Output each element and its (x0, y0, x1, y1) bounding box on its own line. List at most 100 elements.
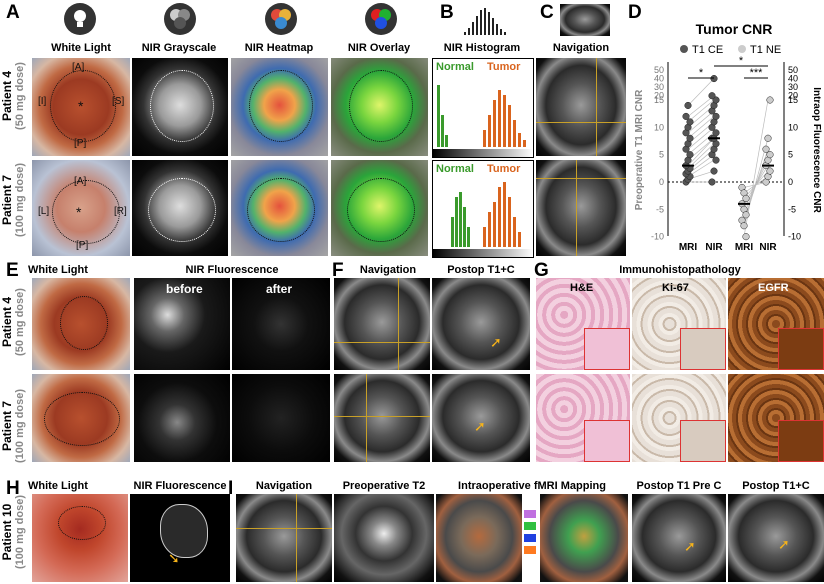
data-point (766, 167, 774, 175)
pair-line (687, 110, 715, 134)
data-point (682, 112, 690, 120)
zoom-inset (778, 328, 824, 370)
f-navigation-p7 (334, 374, 430, 462)
histogram-normal-label: Normal (436, 163, 474, 175)
histogram-p7: Normal Tumor (432, 160, 534, 258)
xcat-3: NIR (759, 242, 777, 253)
crosshair-vertical (576, 160, 577, 256)
tumor-outline (148, 178, 216, 242)
label-after: after (266, 282, 293, 296)
histogram-tumor-label: Tumor (487, 163, 521, 175)
sig-label-3: *** (750, 67, 764, 79)
ytick-right: 5 (788, 150, 793, 160)
tumor-outline (247, 178, 315, 242)
ytick-left: 0 (659, 177, 664, 187)
stain-label-he: H&E (570, 282, 594, 294)
ytick-left: 15 (654, 95, 664, 105)
header-i-navigation: Navigation (255, 480, 313, 492)
pair-line (687, 143, 715, 169)
ytick-right: 50 (788, 65, 798, 75)
row-label-patient7-e: Patient 7 (100 mg dose) (0, 376, 32, 476)
zoom-inset (778, 420, 824, 462)
nir-overlay-icon (365, 3, 397, 35)
arrow-icon: ➚ (684, 538, 696, 554)
navigation-mri-p7 (536, 160, 626, 256)
e-nir-before-p7 (134, 374, 230, 462)
nir-grayscale-image-p7 (132, 160, 228, 256)
ylabel-left: Preoperative T1 MRI CNR (634, 89, 645, 210)
panel-letter-h: H (6, 478, 20, 499)
patient4-name: Patient 4 (0, 297, 14, 348)
header-nir-heatmap: NIR Heatmap (244, 42, 314, 54)
patient7-dose: (100 mg dose) (14, 163, 26, 237)
data-point (766, 96, 774, 104)
nir-overlay-image-p7 (331, 160, 428, 256)
crosshair-vertical (366, 374, 367, 462)
histogram-bars-p7 (451, 182, 521, 247)
data-point (712, 112, 720, 120)
panel-letter-e: E (6, 260, 19, 281)
header-i-fmri: Intraoperative fMRI Mapping (458, 480, 606, 492)
nir-grayscale-image-p4 (132, 58, 228, 156)
histogram-normal-label: Normal (436, 61, 474, 73)
white-light-icon (64, 3, 96, 35)
ytick-right: -10 (788, 232, 801, 242)
annotation-anterior: [A] (72, 62, 85, 73)
i-fmri-b-p10 (540, 494, 628, 582)
e-white-light-p7 (32, 374, 130, 462)
header-f-postop: Postop T1+C (447, 264, 515, 276)
row-label-patient10: Patient 10 (100 mg dose) (0, 482, 32, 582)
legend-ce-label: T1 CE (692, 44, 723, 56)
ytick-left: 20 (654, 91, 664, 101)
ytick-right: 0 (788, 177, 793, 187)
f-navigation-p4 (334, 278, 430, 370)
crosshair-horizontal (536, 178, 626, 179)
header-i-preop-t2: Preoperative T2 (342, 480, 426, 492)
header-navigation: Navigation (552, 42, 610, 54)
sig-label-2: * (739, 55, 744, 67)
ytick-left: 5 (659, 150, 664, 160)
ytick-left: -10 (651, 232, 664, 242)
pair-line (687, 95, 715, 117)
patient4-dose: (50 mg dose) (14, 288, 26, 356)
annotation-posterior: [P] (74, 138, 87, 149)
tumor-outline (349, 70, 413, 142)
patient7-name: Patient 7 (0, 401, 14, 452)
tumor-outline (249, 70, 313, 142)
arrow-icon: ➘ (168, 550, 180, 566)
row-label-patient7-a: Patient 7 (100 mg dose) (0, 150, 32, 250)
zoom-inset (584, 420, 630, 462)
tumor-outline (160, 504, 208, 558)
header-f-navigation: Navigation (359, 264, 417, 276)
chart-title: Tumor CNR (696, 21, 773, 37)
tumor-outline (52, 180, 120, 244)
e-nir-after-p7 (232, 374, 330, 462)
zoom-inset (680, 420, 726, 462)
ytick-left: 50 (654, 65, 664, 75)
histogram-p4: Normal Tumor (432, 58, 534, 158)
data-point (766, 151, 774, 159)
data-point (684, 101, 692, 110)
header-nir-histogram: NIR Histogram (443, 42, 521, 54)
nir-overlay-image-p4 (331, 58, 428, 156)
header-nir-overlay: NIR Overlay (347, 42, 411, 54)
data-point (710, 75, 718, 83)
tumor-outline (44, 392, 120, 446)
patient7-name: Patient 7 (0, 175, 14, 226)
g-ki67-p4: Ki-67 (632, 278, 726, 370)
crosshair-vertical (398, 278, 399, 370)
ytick-right: 20 (788, 91, 798, 101)
ytick-right: 15 (788, 95, 798, 105)
zoom-inset (584, 328, 630, 370)
pair-line (687, 127, 715, 150)
pair-line (687, 138, 715, 166)
g-ki67-p7 (632, 374, 726, 462)
histogram-gradient-bar (433, 149, 533, 157)
tumor-outline (60, 296, 108, 350)
nir-heatmap-icon (265, 3, 297, 35)
header-nir-grayscale: NIR Grayscale (141, 42, 217, 54)
ytick-right: 10 (788, 122, 798, 132)
annotation-posterior: [P] (76, 240, 89, 251)
data-point (708, 92, 716, 100)
data-point (764, 134, 772, 142)
